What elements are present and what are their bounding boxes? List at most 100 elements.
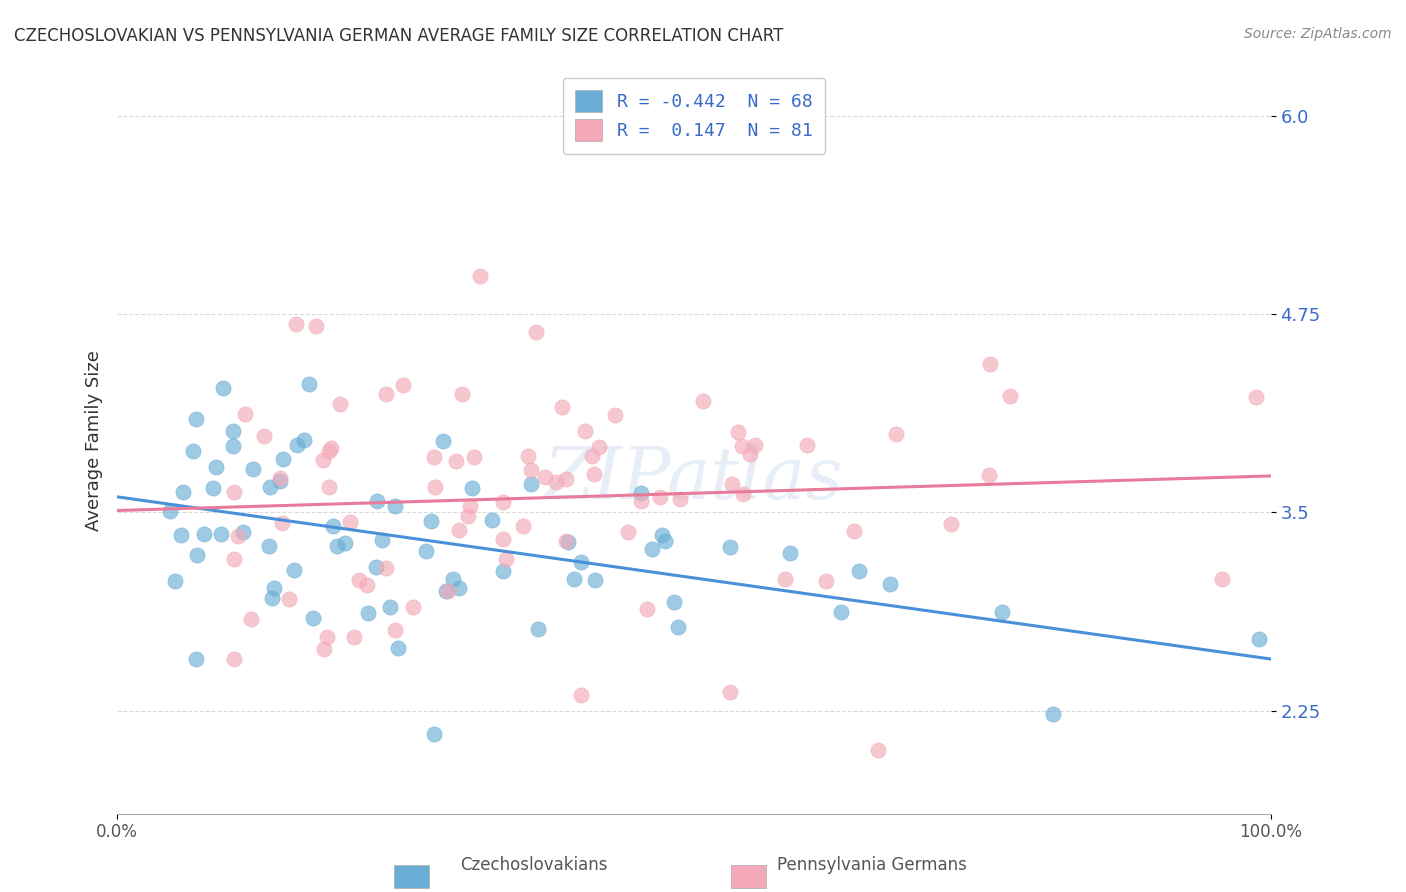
Point bbox=[387, 641, 409, 656]
Point bbox=[630, 486, 652, 500]
Point bbox=[730, 439, 752, 453]
Point bbox=[333, 536, 356, 550]
Point bbox=[519, 477, 541, 491]
Point bbox=[339, 515, 361, 529]
Point bbox=[263, 581, 285, 595]
Point bbox=[738, 447, 761, 461]
Point bbox=[205, 459, 228, 474]
Point bbox=[720, 477, 742, 491]
Point bbox=[574, 424, 596, 438]
Point bbox=[998, 389, 1021, 403]
Point bbox=[343, 630, 366, 644]
Point bbox=[492, 495, 515, 509]
Point bbox=[181, 443, 204, 458]
Point bbox=[222, 485, 245, 500]
Point bbox=[211, 381, 233, 395]
Point bbox=[648, 490, 671, 504]
Point bbox=[879, 576, 901, 591]
Point bbox=[384, 499, 406, 513]
Point bbox=[651, 528, 673, 542]
Point bbox=[1244, 390, 1267, 404]
Point bbox=[731, 487, 754, 501]
Point bbox=[718, 541, 741, 555]
Point bbox=[269, 470, 291, 484]
Point bbox=[222, 424, 245, 438]
Point bbox=[357, 607, 380, 621]
Point bbox=[495, 552, 517, 566]
Point bbox=[329, 397, 352, 411]
Point bbox=[262, 591, 284, 606]
Point bbox=[718, 685, 741, 699]
Point bbox=[457, 509, 479, 524]
Point bbox=[371, 533, 394, 548]
Point bbox=[636, 602, 658, 616]
Y-axis label: Average Family Size: Average Family Size bbox=[86, 351, 103, 532]
Point bbox=[322, 519, 344, 533]
Point bbox=[186, 651, 208, 665]
Point bbox=[666, 620, 689, 634]
Point bbox=[779, 546, 801, 560]
Point bbox=[314, 642, 336, 657]
Point bbox=[773, 572, 796, 586]
Point bbox=[520, 463, 543, 477]
Point bbox=[384, 623, 406, 637]
Point bbox=[233, 407, 256, 421]
Point bbox=[460, 499, 482, 513]
Point bbox=[319, 442, 342, 456]
Point bbox=[423, 450, 446, 464]
Point bbox=[588, 440, 610, 454]
Point bbox=[654, 533, 676, 548]
Text: ZIPatlas: ZIPatlas bbox=[544, 443, 844, 514]
Point bbox=[441, 572, 464, 586]
Point bbox=[1042, 706, 1064, 721]
Point bbox=[432, 434, 454, 449]
Point bbox=[169, 527, 191, 541]
Point bbox=[470, 268, 492, 283]
Point bbox=[512, 518, 534, 533]
Point bbox=[312, 453, 335, 467]
Point bbox=[172, 485, 194, 500]
Point bbox=[316, 631, 339, 645]
Point bbox=[463, 450, 485, 465]
Point bbox=[402, 600, 425, 615]
Point bbox=[240, 612, 263, 626]
Point bbox=[990, 606, 1012, 620]
Point bbox=[727, 425, 749, 439]
Point bbox=[271, 451, 294, 466]
Point bbox=[209, 527, 232, 541]
Point bbox=[165, 574, 187, 589]
Point bbox=[366, 494, 388, 508]
Point bbox=[222, 652, 245, 666]
Point bbox=[278, 592, 301, 607]
Point bbox=[662, 595, 685, 609]
Point bbox=[271, 516, 294, 531]
Point bbox=[447, 581, 470, 595]
Point bbox=[318, 480, 340, 494]
Point bbox=[630, 493, 652, 508]
Point bbox=[222, 551, 245, 566]
Point bbox=[526, 325, 548, 339]
Point bbox=[375, 561, 398, 575]
Point bbox=[814, 574, 837, 589]
Point bbox=[283, 564, 305, 578]
Point bbox=[868, 743, 890, 757]
Text: Czechoslovakians: Czechoslovakians bbox=[461, 856, 607, 874]
Point bbox=[842, 524, 865, 538]
Point bbox=[231, 525, 253, 540]
Point bbox=[284, 317, 307, 331]
Point bbox=[437, 583, 460, 598]
Point bbox=[269, 474, 291, 488]
Point bbox=[939, 516, 962, 531]
Point bbox=[569, 555, 592, 569]
Point bbox=[202, 481, 225, 495]
Point bbox=[444, 454, 467, 468]
Point bbox=[193, 527, 215, 541]
Point bbox=[415, 543, 437, 558]
Point bbox=[378, 599, 401, 614]
Point bbox=[977, 468, 1000, 483]
Point bbox=[226, 529, 249, 543]
Point bbox=[668, 492, 690, 507]
Point bbox=[555, 534, 578, 549]
Point bbox=[436, 583, 458, 598]
Point bbox=[285, 438, 308, 452]
